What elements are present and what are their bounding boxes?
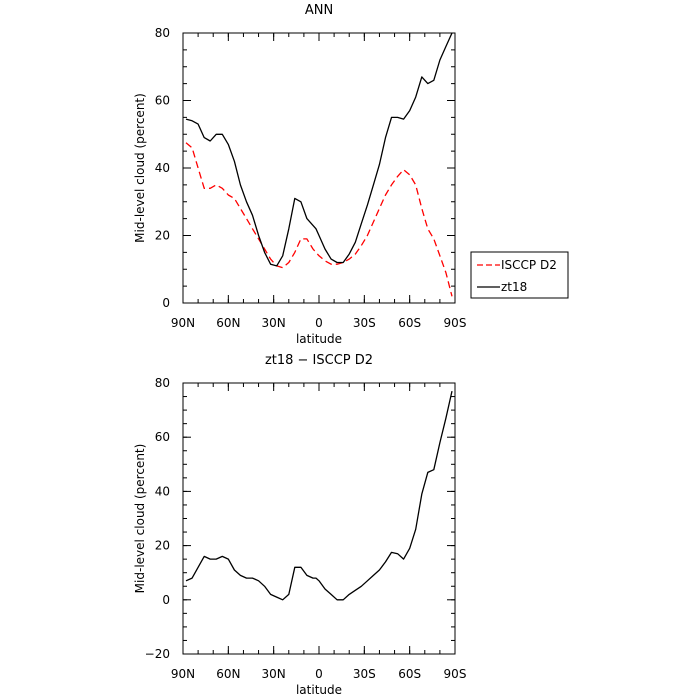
x-tick-label: 30S: [353, 316, 376, 330]
y-tick-label: −20: [145, 647, 170, 661]
x-tick-label: 60N: [216, 667, 240, 681]
legend-label: ISCCP D2: [501, 258, 557, 272]
y-tick-label: 20: [155, 229, 170, 243]
x-tick-label: 0: [315, 667, 323, 681]
chart-title: zt18 − ISCCP D2: [265, 353, 373, 368]
x-tick-label: 0: [315, 316, 323, 330]
x-tick-label: 60N: [216, 316, 240, 330]
y-tick-label: 80: [155, 376, 170, 390]
x-tick-label: 30N: [262, 316, 286, 330]
x-tick-label: 60S: [398, 667, 421, 681]
y-axis-label: Mid-level cloud (percent): [133, 444, 147, 594]
chart-title: ANN: [305, 3, 333, 18]
x-axis-label: latitude: [296, 332, 342, 346]
x-tick-label: 90N: [171, 667, 195, 681]
legend-box: [470, 251, 569, 299]
y-tick-label: 60: [155, 94, 170, 108]
x-tick-label: 30N: [262, 667, 286, 681]
plot-frame: [182, 382, 456, 655]
y-tick-label: 40: [155, 161, 170, 175]
chart-panel-2: zt18 − ISCCP D2 90N 60N 30N 0 30S 60S 90S −20 0 20…: [133, 353, 466, 697]
y-tick-label: 0: [162, 593, 170, 607]
series-line-isccp-d2: [185, 142, 453, 297]
series-line-panel2-1: [185, 390, 453, 601]
x-tick-label: 60S: [398, 316, 421, 330]
plot-frame: [182, 32, 456, 304]
y-tick-label: 0: [162, 296, 170, 310]
y-tick-label: 60: [155, 430, 170, 444]
y-axis-label: Mid-level cloud (percent): [133, 93, 147, 243]
y-tick-label: 40: [155, 484, 170, 498]
series-line-zt18: [185, 32, 453, 267]
x-tick-label: 30S: [353, 667, 376, 681]
x-tick-label: 90S: [444, 316, 467, 330]
chart-panel-1: ANN 90N 60N 30N 0 30S 60S 90S 0 20 40 60 80 latitude M…: [133, 3, 569, 346]
y-tick-label: 20: [155, 539, 170, 553]
legend: ISCCP D2 zt18: [470, 251, 569, 299]
x-tick-label: 90N: [171, 316, 195, 330]
legend-label: zt18: [501, 280, 527, 294]
y-tick-label: 80: [155, 26, 170, 40]
x-axis-label: latitude: [296, 683, 342, 697]
x-tick-label: 90S: [444, 667, 467, 681]
